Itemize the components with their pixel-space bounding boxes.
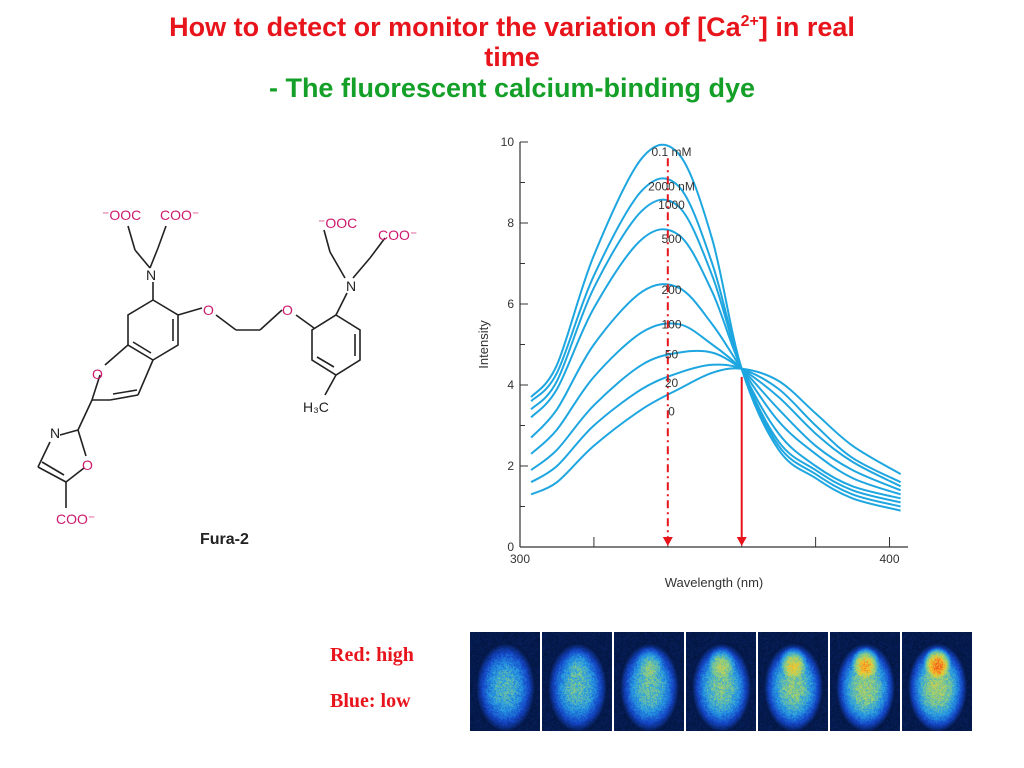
x-axis-label: Wavelength (nm)	[665, 575, 764, 590]
series-label-2: 1000	[658, 198, 685, 212]
y-tick-label: 0	[507, 540, 514, 554]
y-tick-label: 2	[507, 459, 514, 473]
series-line-7	[530, 363, 902, 484]
atom-coo-oxazole: COO⁻	[56, 511, 95, 527]
imaging-frame-image	[470, 632, 540, 731]
imaging-frame-image	[758, 632, 828, 731]
atom-ooc-right-1: ⁻OOC	[318, 215, 357, 231]
imaging-frame-image	[830, 632, 900, 731]
atom-coo-right-2: COO⁻	[378, 227, 417, 243]
series-line-1	[530, 177, 901, 508]
imaging-frame	[830, 632, 900, 731]
series-line-4	[530, 283, 901, 496]
atom-o-ether-1: O	[203, 302, 214, 318]
y-tick-label: 6	[507, 297, 514, 311]
atom-o-oxazole: O	[82, 457, 93, 473]
series-label-5: 100	[661, 317, 681, 331]
atom-o-ether-2: O	[282, 302, 293, 318]
imaging-frame	[470, 632, 540, 731]
title: How to detect or monitor the variation o…	[0, 12, 1024, 104]
series-line-5	[530, 322, 901, 492]
series-label-1: 2000 nM	[648, 180, 695, 194]
series-label-3: 500	[661, 232, 681, 246]
legend-blue-low: Blue: low	[330, 690, 411, 712]
atom-o-furan: O	[92, 366, 103, 382]
series-line-6	[530, 349, 902, 488]
emission-spectrum-chart: 0 2 4 6 8 10 300 400 Wavelength (nm) Intensity 0.1…	[476, 135, 908, 590]
x-tick-label: 300	[510, 552, 530, 566]
series-label-4: 200	[661, 283, 681, 297]
series-label-7: 20	[665, 376, 679, 390]
series-line-0	[530, 143, 901, 512]
y-tick-label: 8	[507, 216, 514, 230]
atom-n-oxazole: N	[50, 425, 60, 441]
imaging-frame-image	[686, 632, 756, 731]
arrow-head-0	[662, 537, 673, 546]
series-line-3	[530, 228, 901, 500]
subtitle: - The fluorescent calcium-binding dye	[268, 73, 756, 103]
series-label-6: 50	[665, 348, 679, 362]
imaging-frame	[614, 632, 684, 731]
y-axis-label: Intensity	[476, 320, 491, 369]
imaging-frame	[758, 632, 828, 731]
imaging-frame-image	[614, 632, 684, 731]
imaging-frame-image	[542, 632, 612, 731]
atom-methyl: H₃C	[303, 399, 329, 415]
atom-n-left: N	[146, 267, 156, 283]
arrow-head-1	[736, 537, 747, 546]
y-tick-label: 10	[501, 135, 515, 149]
series-label-8: 0	[668, 404, 675, 418]
imaging-frame	[542, 632, 612, 731]
legend-red-high: Red: high	[330, 644, 414, 666]
fura2-structure: ⁻OOC COO⁻ N O O O N O COO⁻ ⁻OOC COO⁻ N H…	[37, 207, 417, 548]
imaging-frame	[686, 632, 756, 731]
title-line-2: time	[484, 42, 540, 72]
series-label-0: 0.1 mM	[651, 145, 691, 159]
y-tick-label: 4	[507, 378, 514, 392]
atom-ooc-left-1: ⁻OOC	[102, 207, 141, 223]
imaging-frame	[902, 632, 972, 731]
calcium-imaging-frames	[470, 632, 972, 731]
series-line-2	[530, 198, 901, 504]
compound-name: Fura-2	[200, 531, 249, 548]
atom-coo-left-2: COO⁻	[160, 207, 199, 223]
title-line-1: How to detect or monitor the variation o…	[169, 12, 855, 42]
imaging-frame-image	[902, 632, 972, 731]
atom-n-right: N	[346, 278, 356, 294]
x-tick-label: 400	[880, 552, 900, 566]
series-line-8	[530, 367, 902, 496]
